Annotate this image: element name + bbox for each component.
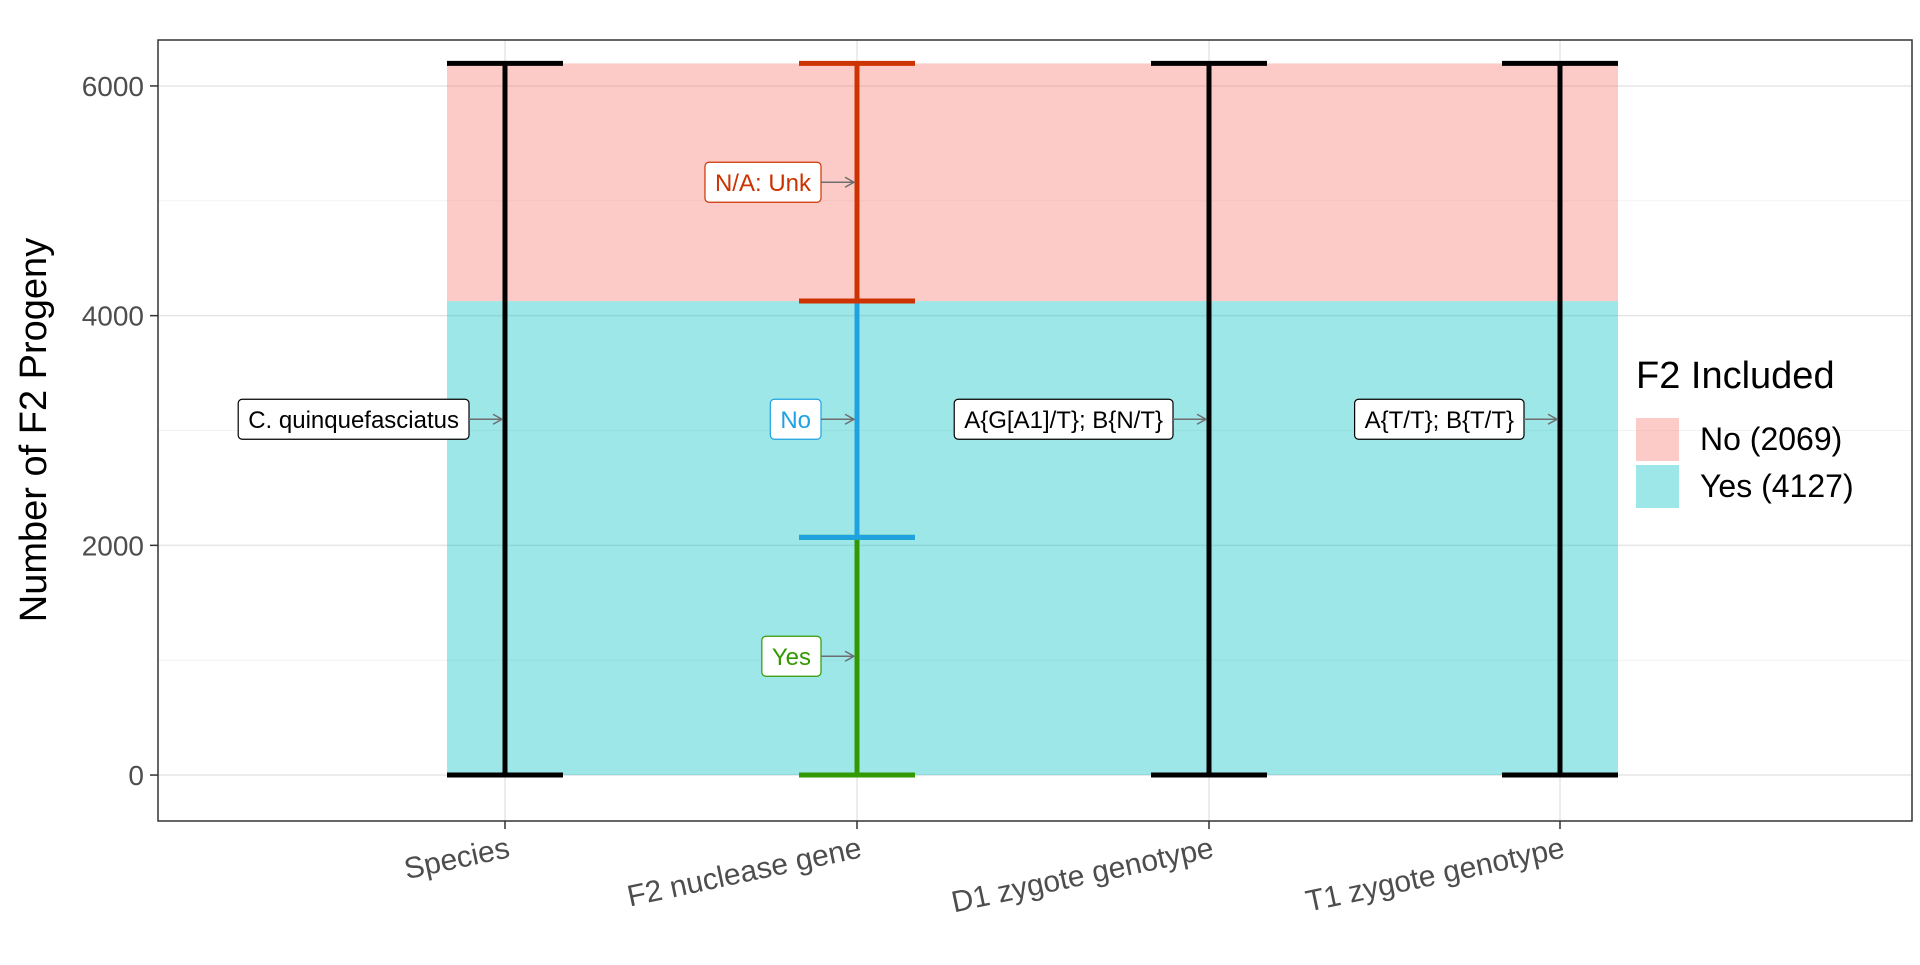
legend-swatch (1636, 465, 1679, 508)
x-tick-label: Species (401, 832, 512, 886)
stratum-label-arrowhead (844, 413, 856, 425)
legend: F2 Included No (2069) Yes (4127) (1636, 355, 1854, 508)
stratum-label: A{G[A1]/T}; B{N/T} (964, 407, 1163, 434)
x-tick-label: F2 nuclease gene (624, 832, 864, 914)
y-tick-label: 2000 (82, 530, 144, 561)
legend-label: Yes (4127) (1700, 468, 1854, 504)
legend-title: F2 Included (1636, 355, 1835, 397)
plot-border (157, 39, 1913, 822)
stratum-label-arrowhead (492, 413, 504, 425)
x-tick-label: D1 zygote genotype (949, 832, 1217, 920)
flow-area-no (447, 63, 1618, 302)
stratum-label-arrowhead (1196, 413, 1208, 425)
stratum-label: N/A: Unk (715, 170, 812, 197)
stratum-label: C. quinquefasciatus (248, 407, 459, 434)
x-tick-label: T1 zygote genotype (1303, 832, 1568, 919)
stratum-label-arrowhead (844, 176, 856, 188)
y-axis-title: Number of F2 Progeny (13, 238, 55, 622)
legend-swatch (1636, 418, 1679, 461)
stratum-label: No (780, 407, 811, 434)
stratum-label-arrowhead (1547, 413, 1559, 425)
flow-area-yes (447, 301, 1618, 776)
flow-areas (447, 63, 1618, 776)
strata-bars (447, 60, 1618, 778)
stratum-label: A{T/T}; B{T/T} (1365, 407, 1514, 434)
legend-label: No (2069) (1700, 421, 1842, 457)
y-tick-label: 0 (128, 760, 144, 791)
y-tick-label: 4000 (82, 301, 144, 332)
stratum-label: Yes (772, 644, 811, 671)
stratum-label-arrowhead (844, 650, 856, 662)
y-tick-label: 6000 (82, 71, 144, 102)
stratum-labels: C. quinquefasciatus Yes No N/A: Unk A{G[A1]/… (237, 161, 1559, 677)
